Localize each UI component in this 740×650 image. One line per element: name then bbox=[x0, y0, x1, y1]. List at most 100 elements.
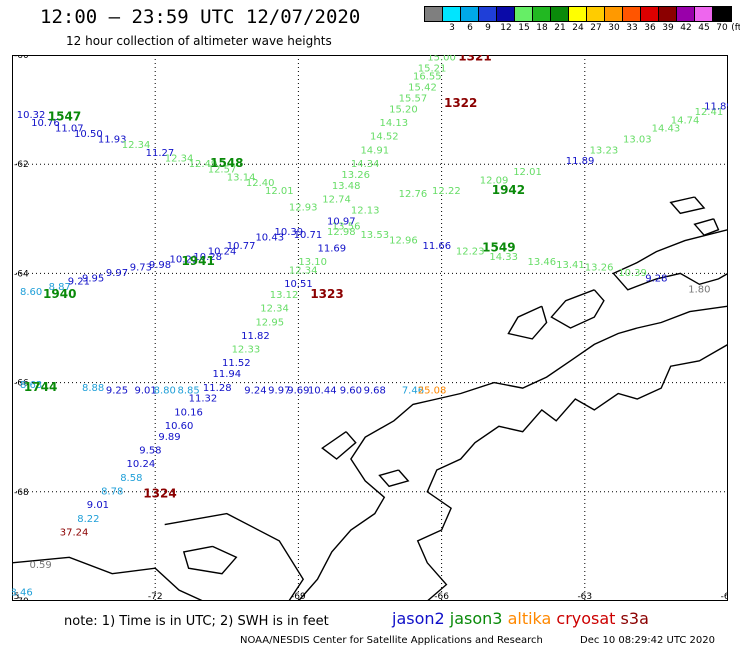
wave-height-label: 10.77 bbox=[227, 241, 256, 252]
track-1322: 1322 bbox=[444, 96, 477, 110]
wave-height-label: 10.44 bbox=[308, 386, 337, 397]
wave-height-label: 14.34 bbox=[351, 159, 380, 170]
wave-height-label: 9.24 bbox=[244, 386, 266, 397]
footer-credit: NOAA/NESDIS Center for Satellite Applica… bbox=[240, 635, 543, 646]
wave-height-label: 12.13 bbox=[351, 205, 380, 216]
satellite-legend: jason2 jason3 altika cryosat s3a bbox=[392, 609, 649, 628]
wave-height-label: 15.00 bbox=[427, 55, 456, 63]
wave-height-label: 11.32 bbox=[189, 394, 218, 405]
pass-time-label: 1942 bbox=[492, 183, 525, 197]
colorbar-tick-label: 36 bbox=[644, 23, 656, 33]
colorbar-swatch bbox=[551, 7, 569, 21]
colorbar-tick-label: 24 bbox=[572, 23, 584, 33]
wave-height-label: 10.16 bbox=[174, 407, 203, 418]
wave-height-label: 10.39 bbox=[275, 227, 304, 238]
colorbar-tick-label: 33 bbox=[626, 23, 638, 33]
track-1940: 1940 bbox=[43, 287, 76, 301]
colorbar-tick-label: 9 bbox=[485, 23, 491, 33]
colorbar-tick-label: 42 bbox=[680, 23, 692, 33]
legend-jason3: jason3 bbox=[449, 609, 508, 628]
wave-height-label: 12.34 bbox=[289, 265, 318, 276]
wave-height-label: 14.13 bbox=[380, 118, 409, 129]
pass-time-label: 1941 bbox=[181, 254, 214, 268]
wave-height-label: 10.60 bbox=[165, 421, 194, 432]
pass-time-label: 1322 bbox=[444, 96, 477, 110]
wave-height-label: 12.95 bbox=[255, 317, 284, 328]
coastline bbox=[693, 218, 720, 237]
wave-height-label: 8.46 bbox=[12, 588, 33, 599]
coastline bbox=[164, 512, 305, 601]
wave-height-label: 13.12 bbox=[270, 290, 299, 301]
wave-height-label: 13.23 bbox=[590, 145, 619, 156]
wave-height-label: 11.94 bbox=[212, 369, 241, 380]
pass-time-label: 1940 bbox=[43, 287, 76, 301]
wave-height-label: 11.89 bbox=[566, 156, 595, 167]
track-1323: 1323 bbox=[310, 287, 343, 301]
colorbar-swatch bbox=[677, 7, 695, 21]
map-title: 12:00 – 23:59 UTC 12/07/2020 bbox=[40, 6, 361, 28]
wave-height-label: 9.60 bbox=[340, 386, 362, 397]
wave-height-label: 12.34 bbox=[122, 140, 151, 151]
wave-height-label: 13.26 bbox=[341, 170, 370, 181]
lat-tick-label: -70 bbox=[14, 597, 29, 601]
coastline bbox=[507, 305, 548, 340]
wave-height-label: 9.28 bbox=[645, 274, 667, 285]
wave-height-label: 13.10 bbox=[298, 257, 327, 268]
pass-time-label: 1324 bbox=[143, 486, 176, 500]
wave-height-label: 9.01 bbox=[87, 500, 109, 511]
wave-height-label: 14.91 bbox=[360, 145, 389, 156]
colorbar-swatch bbox=[443, 7, 461, 21]
track-1744: 8.63 8.88 9.25 9.018.80 8.85 9.24 9.979.6910.4… bbox=[20, 380, 446, 397]
wave-height-label: 25.08 bbox=[418, 386, 447, 397]
wave-height-label: 8.22 bbox=[77, 514, 99, 525]
colorbar-swatch bbox=[641, 7, 659, 21]
wave-height-label: 10.50 bbox=[74, 129, 103, 140]
wave-height-label: 11.89 bbox=[704, 102, 728, 113]
colorbar-swatch bbox=[533, 7, 551, 21]
track-1324: 1324 bbox=[143, 486, 176, 500]
coastline bbox=[612, 229, 728, 291]
wave-height-label: 14.52 bbox=[370, 132, 399, 143]
lat-tick-label: -68 bbox=[14, 488, 29, 498]
wave-height-label: 9.97 bbox=[106, 268, 128, 279]
wave-height-label: 9.69 bbox=[287, 386, 309, 397]
wave-height-label: 8.78 bbox=[101, 487, 123, 498]
map-frame bbox=[12, 55, 728, 601]
wave-height-label: 11.07 bbox=[55, 123, 84, 134]
wave-height-label: 10.76 bbox=[31, 118, 60, 129]
map-subtitle: 12 hour collection of altimeter wave hei… bbox=[66, 34, 332, 48]
colorbar-swatch bbox=[515, 7, 533, 21]
coastline bbox=[321, 431, 357, 460]
colorbar-swatch bbox=[587, 7, 605, 21]
coastline bbox=[416, 343, 728, 601]
wave-height-label: 14.74 bbox=[671, 115, 700, 126]
wave-height-label: 14.33 bbox=[489, 252, 518, 263]
wave-height-label: 13.48 bbox=[332, 181, 361, 192]
lat-tick-label: -62 bbox=[14, 160, 29, 170]
wave-height-label: 9.21 bbox=[68, 276, 90, 287]
wave-height-label: 10.39 bbox=[618, 268, 647, 279]
wave-height-label: 10.97 bbox=[327, 216, 356, 227]
colorbar bbox=[424, 6, 732, 22]
colorbar-tick-label: 6 bbox=[467, 23, 473, 33]
coastline bbox=[550, 289, 605, 329]
track-1548: 1548 bbox=[210, 156, 243, 170]
wave-height-label: 11.69 bbox=[317, 244, 346, 255]
track-1941: 8.60 8.879.219.95 9.97 9.739.9810.2110.2810… bbox=[20, 227, 303, 298]
wave-height-label: 13.14 bbox=[227, 173, 256, 184]
colorbar-tick-label: 70 bbox=[716, 23, 728, 33]
wave-height-map: -75 -72 -69 -66 -63 -60 -60 -62 -64 -66 -68 -70 10.3… bbox=[12, 55, 728, 601]
lat-tick-label: -60 bbox=[14, 55, 29, 61]
wave-height-label: 13.41 bbox=[556, 260, 585, 271]
colorbar-tick-label: 15 bbox=[518, 23, 530, 33]
wave-height-label: 1.80 bbox=[688, 285, 710, 296]
wave-height-label: 16.55 bbox=[413, 72, 442, 83]
track-1549: 1549 bbox=[482, 241, 515, 255]
wave-height-label: 12.40 bbox=[246, 178, 275, 189]
wave-height-label: 11.82 bbox=[241, 331, 270, 342]
wave-height-label: 13.26 bbox=[585, 263, 614, 274]
coastline bbox=[378, 469, 410, 488]
